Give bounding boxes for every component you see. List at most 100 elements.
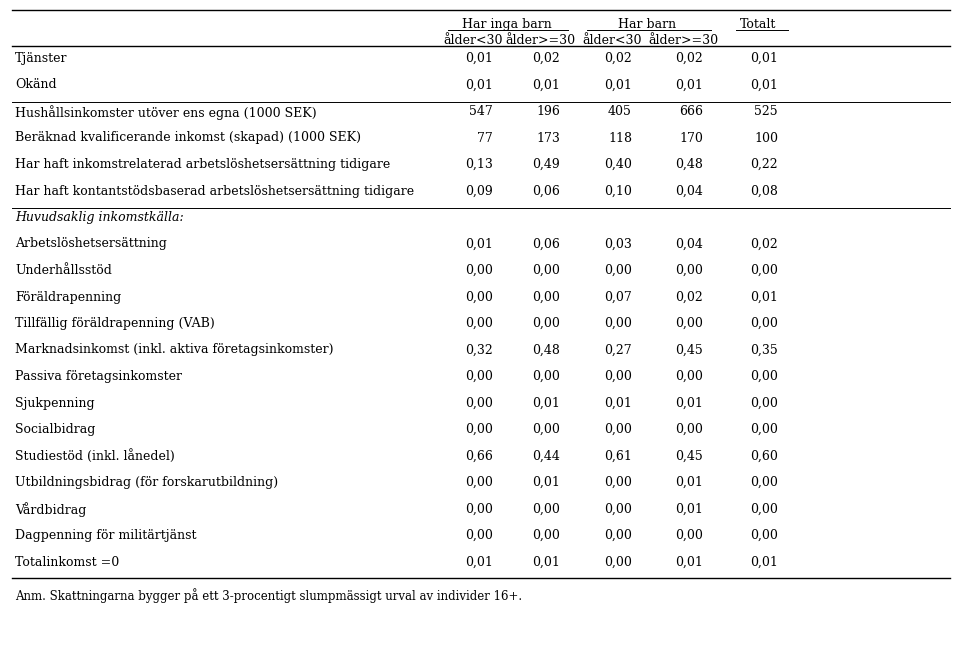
- Text: 666: 666: [679, 105, 703, 118]
- Text: Föräldrapenning: Föräldrapenning: [15, 291, 121, 304]
- Text: 0,00: 0,00: [750, 423, 778, 436]
- Text: 0,01: 0,01: [532, 396, 560, 410]
- Text: 0,01: 0,01: [675, 79, 703, 92]
- Text: 0,03: 0,03: [604, 237, 632, 250]
- Text: 0,00: 0,00: [604, 556, 632, 569]
- Text: ålder>=30: ålder>=30: [505, 34, 575, 47]
- Text: 0,00: 0,00: [750, 370, 778, 383]
- Text: 0,13: 0,13: [466, 158, 493, 171]
- Text: 0,00: 0,00: [466, 396, 493, 410]
- Text: 0,02: 0,02: [675, 291, 703, 304]
- Text: Vårdbidrag: Vårdbidrag: [15, 502, 86, 517]
- Text: Sjukpenning: Sjukpenning: [15, 396, 95, 410]
- Text: 0,01: 0,01: [604, 79, 632, 92]
- Text: 118: 118: [608, 131, 632, 144]
- Text: 0,01: 0,01: [675, 502, 703, 515]
- Text: 0,00: 0,00: [604, 476, 632, 489]
- Text: 0,00: 0,00: [750, 476, 778, 489]
- Text: 0,00: 0,00: [604, 502, 632, 515]
- Text: 0,00: 0,00: [750, 396, 778, 410]
- Text: 0,45: 0,45: [675, 343, 703, 356]
- Text: 173: 173: [536, 131, 560, 144]
- Text: 0,00: 0,00: [466, 291, 493, 304]
- Text: 0,00: 0,00: [532, 291, 560, 304]
- Text: 0,01: 0,01: [604, 396, 632, 410]
- Text: 0,66: 0,66: [466, 450, 493, 463]
- Text: 0,00: 0,00: [675, 370, 703, 383]
- Text: Totalinkomst =0: Totalinkomst =0: [15, 556, 119, 569]
- Text: 0,01: 0,01: [466, 79, 493, 92]
- Text: 0,01: 0,01: [750, 556, 778, 569]
- Text: 0,01: 0,01: [750, 291, 778, 304]
- Text: Dagpenning för militärtjänst: Dagpenning för militärtjänst: [15, 529, 197, 542]
- Text: 547: 547: [469, 105, 493, 118]
- Text: 0,00: 0,00: [604, 317, 632, 330]
- Text: 0,00: 0,00: [532, 317, 560, 330]
- Text: 0,32: 0,32: [466, 343, 493, 356]
- Text: 0,45: 0,45: [675, 450, 703, 463]
- Text: 0,27: 0,27: [605, 343, 632, 356]
- Text: Passiva företagsinkomster: Passiva företagsinkomster: [15, 370, 182, 383]
- Text: 0,07: 0,07: [604, 291, 632, 304]
- Text: 0,00: 0,00: [750, 502, 778, 515]
- Text: 0,00: 0,00: [466, 370, 493, 383]
- Text: 0,00: 0,00: [675, 317, 703, 330]
- Text: 0,00: 0,00: [466, 317, 493, 330]
- Text: 0,00: 0,00: [750, 529, 778, 542]
- Text: 0,00: 0,00: [532, 502, 560, 515]
- Text: 0,49: 0,49: [532, 158, 560, 171]
- Text: 0,35: 0,35: [751, 343, 778, 356]
- Text: 0,00: 0,00: [466, 502, 493, 515]
- Text: Tjänster: Tjänster: [15, 52, 67, 65]
- Text: 0,00: 0,00: [466, 476, 493, 489]
- Text: 0,00: 0,00: [466, 264, 493, 277]
- Text: 0,01: 0,01: [675, 396, 703, 410]
- Text: Huvudsaklig inkomstkälla:: Huvudsaklig inkomstkälla:: [15, 211, 183, 224]
- Text: 0,00: 0,00: [675, 423, 703, 436]
- Text: Socialbidrag: Socialbidrag: [15, 423, 95, 436]
- Text: 0,01: 0,01: [532, 79, 560, 92]
- Text: 0,01: 0,01: [532, 556, 560, 569]
- Text: 0,00: 0,00: [532, 264, 560, 277]
- Text: ålder>=30: ålder>=30: [648, 34, 718, 47]
- Text: ålder<30: ålder<30: [583, 34, 641, 47]
- Text: 0,06: 0,06: [532, 237, 560, 250]
- Text: 0,04: 0,04: [675, 185, 703, 198]
- Text: Hushållsinkomster utöver ens egna (1000 SEK): Hushållsinkomster utöver ens egna (1000 …: [15, 105, 317, 120]
- Text: 0,02: 0,02: [532, 52, 560, 65]
- Text: Utbildningsbidrag (för forskarutbildning): Utbildningsbidrag (för forskarutbildning…: [15, 476, 278, 489]
- Text: Har haft kontantstödsbaserad arbetslöshetsersättning tidigare: Har haft kontantstödsbaserad arbetslöshe…: [15, 185, 414, 198]
- Text: 0,01: 0,01: [675, 476, 703, 489]
- Text: Har inga barn: Har inga barn: [462, 18, 551, 31]
- Text: Har barn: Har barn: [618, 18, 677, 31]
- Text: 0,01: 0,01: [466, 237, 493, 250]
- Text: Underhållsstöd: Underhållsstöd: [15, 264, 112, 277]
- Text: 0,09: 0,09: [466, 185, 493, 198]
- Text: 0,01: 0,01: [675, 556, 703, 569]
- Text: 0,00: 0,00: [466, 423, 493, 436]
- Text: 196: 196: [536, 105, 560, 118]
- Text: 77: 77: [477, 131, 493, 144]
- Text: Marknadsinkomst (inkl. aktiva företagsinkomster): Marknadsinkomst (inkl. aktiva företagsin…: [15, 343, 333, 356]
- Text: 0,00: 0,00: [532, 529, 560, 542]
- Text: 0,08: 0,08: [750, 185, 778, 198]
- Text: 0,22: 0,22: [751, 158, 778, 171]
- Text: 0,00: 0,00: [532, 370, 560, 383]
- Text: 0,00: 0,00: [750, 317, 778, 330]
- Text: 0,00: 0,00: [750, 264, 778, 277]
- Text: Okänd: Okänd: [15, 79, 57, 92]
- Text: 0,00: 0,00: [675, 264, 703, 277]
- Text: 0,01: 0,01: [750, 52, 778, 65]
- Text: 0,48: 0,48: [675, 158, 703, 171]
- Text: 0,00: 0,00: [532, 423, 560, 436]
- Text: 0,02: 0,02: [675, 52, 703, 65]
- Text: Har haft inkomstrelaterad arbetslöshetsersättning tidigare: Har haft inkomstrelaterad arbetslöshetse…: [15, 158, 391, 171]
- Text: ålder<30: ålder<30: [444, 34, 503, 47]
- Text: 0,00: 0,00: [604, 529, 632, 542]
- Text: Beräknad kvalificerande inkomst (skapad) (1000 SEK): Beräknad kvalificerande inkomst (skapad)…: [15, 131, 361, 144]
- Text: Tillfällig föräldrapenning (VAB): Tillfällig föräldrapenning (VAB): [15, 317, 215, 330]
- Text: 525: 525: [755, 105, 778, 118]
- Text: 0,44: 0,44: [532, 450, 560, 463]
- Text: 170: 170: [679, 131, 703, 144]
- Text: 0,40: 0,40: [604, 158, 632, 171]
